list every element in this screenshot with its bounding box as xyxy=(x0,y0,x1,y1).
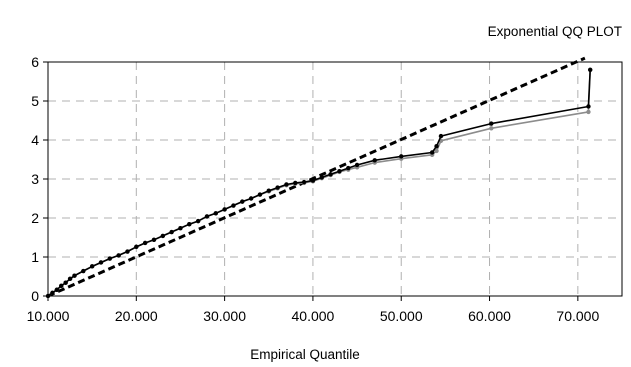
grid-lines xyxy=(48,62,622,296)
series-line-1 xyxy=(47,69,591,297)
y-tick-label: 0 xyxy=(31,288,39,304)
data-point xyxy=(489,121,494,126)
data-point xyxy=(293,180,298,186)
data-point xyxy=(434,144,439,149)
data-point xyxy=(89,264,95,269)
data-point xyxy=(240,199,245,204)
data-point xyxy=(399,154,404,159)
data-point xyxy=(222,207,227,212)
y-tick-label: 3 xyxy=(31,171,39,187)
x-tick-label: 40.000 xyxy=(292,308,335,324)
data-point xyxy=(231,203,236,208)
data-point xyxy=(134,244,139,250)
data-point xyxy=(586,109,591,115)
data-point xyxy=(266,188,271,193)
data-point xyxy=(372,158,377,163)
data-point xyxy=(489,126,494,131)
data-point xyxy=(169,229,174,235)
y-tick-label: 4 xyxy=(31,132,39,148)
y-axis-ticks: 0 1 2 3 4 5 6 xyxy=(31,54,48,304)
data-point xyxy=(142,240,148,246)
y-tick-label: 1 xyxy=(31,249,39,265)
data-point xyxy=(63,280,68,285)
data-point xyxy=(45,293,51,299)
data-point xyxy=(257,192,263,197)
data-point xyxy=(67,276,73,282)
x-tick-label: 70.000 xyxy=(556,308,599,324)
data-point xyxy=(429,150,435,155)
data-point xyxy=(284,182,289,187)
data-point xyxy=(98,260,104,265)
data-point xyxy=(213,211,218,216)
reference-line xyxy=(47,56,586,298)
data-point xyxy=(301,179,307,185)
y-tick-label: 2 xyxy=(31,210,39,226)
data-point xyxy=(59,283,64,289)
data-point xyxy=(248,196,254,201)
data-point xyxy=(178,225,183,231)
data-point xyxy=(354,162,360,168)
chart-title: Exponential QQ PLOT xyxy=(488,24,622,39)
data-point xyxy=(204,214,210,219)
y-tick-label: 6 xyxy=(31,54,39,70)
series-line-2 xyxy=(47,69,591,297)
y-tick-label: 5 xyxy=(31,93,39,109)
x-axis-label: Empirical Quantile xyxy=(250,347,360,362)
data-point xyxy=(337,169,342,174)
data-point xyxy=(275,185,280,190)
data-point xyxy=(328,172,333,177)
data-point xyxy=(50,290,55,296)
data-point xyxy=(434,148,439,154)
x-tick-label: 20.000 xyxy=(115,308,158,324)
data-point xyxy=(588,67,593,73)
data-point xyxy=(195,218,201,224)
data-point xyxy=(319,175,324,180)
x-axis-ticks: 10.000 20.000 30.000 40.000 50.000 60.000 70.0… xyxy=(27,296,599,324)
data-point xyxy=(72,273,77,278)
data-point xyxy=(81,268,86,274)
x-tick-label: 60.000 xyxy=(468,308,511,324)
data-point xyxy=(125,249,130,254)
x-tick-label: 30.000 xyxy=(203,308,246,324)
data-point xyxy=(438,133,444,139)
data-series xyxy=(45,56,593,299)
x-tick-label: 50.000 xyxy=(380,308,423,324)
data-point xyxy=(116,253,121,258)
data-point xyxy=(187,222,192,227)
data-point xyxy=(586,104,591,109)
data-point xyxy=(346,165,351,171)
data-point xyxy=(107,256,113,261)
data-point xyxy=(310,178,316,183)
data-point xyxy=(160,233,165,239)
data-point xyxy=(54,287,60,292)
x-tick-label: 10.000 xyxy=(27,308,70,324)
data-point xyxy=(151,237,157,243)
